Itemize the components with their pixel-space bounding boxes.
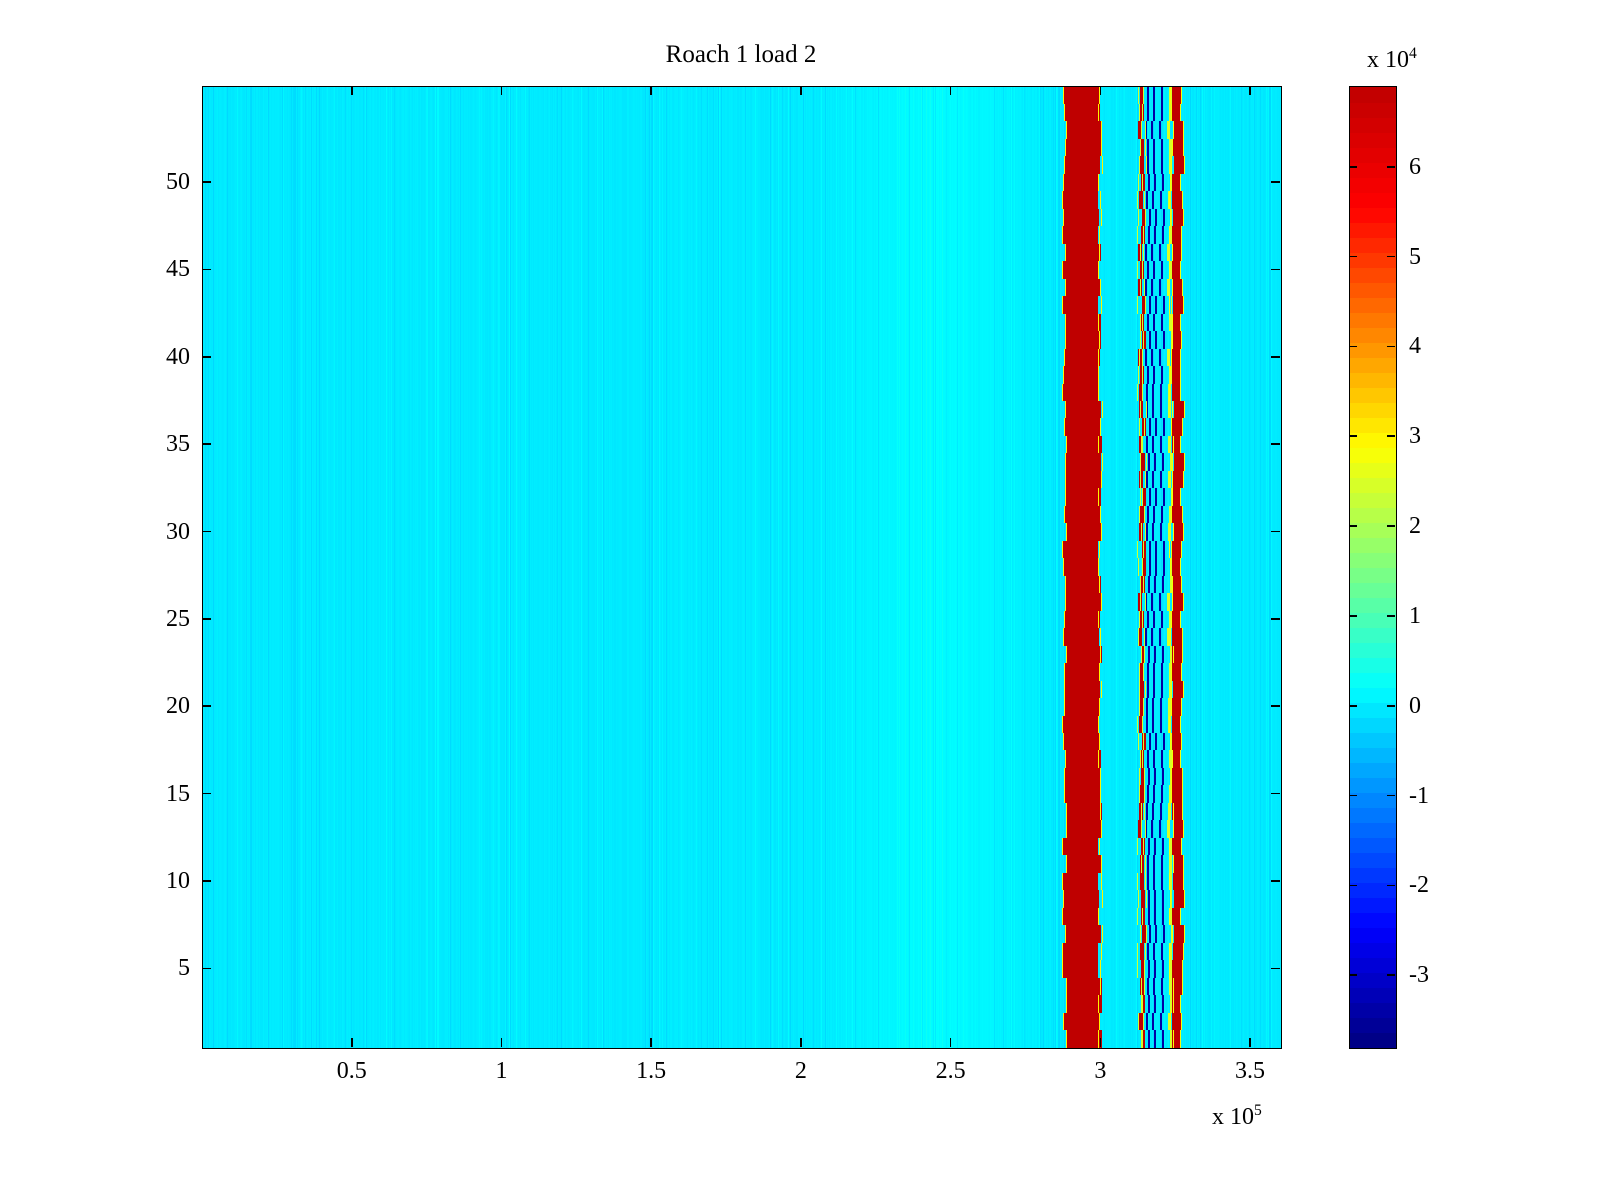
colorbar-tick-mark-right <box>1387 794 1395 797</box>
y-tick-mark <box>202 967 211 970</box>
y-tick-mark-right <box>1271 967 1280 970</box>
x-tick-mark-top <box>800 86 802 95</box>
colorbar-tick-label: 3 <box>1409 423 1421 450</box>
y-tick-mark-right <box>1271 181 1280 183</box>
colorbar-tick-mark <box>1349 794 1357 797</box>
colorbar-tick-label: -3 <box>1409 962 1429 989</box>
y-tick-label: 50 <box>166 169 190 196</box>
x-tick-mark-top <box>500 86 503 95</box>
colorbar-tick-label: 2 <box>1409 513 1421 540</box>
colorbar-tick-label: 0 <box>1409 692 1421 719</box>
y-tick-label: 45 <box>166 256 190 283</box>
x-tick-label: 2.5 <box>935 1058 966 1084</box>
x-tick-label: 2 <box>794 1058 807 1084</box>
y-tick-mark-right <box>1271 618 1280 620</box>
colorbar-tick-mark-right <box>1387 166 1395 168</box>
y-tick-mark-right <box>1271 443 1280 445</box>
colorbar-tick-label: -2 <box>1409 872 1429 899</box>
x-tick-mark <box>1099 1038 1102 1047</box>
y-tick-mark <box>202 880 211 882</box>
y-tick-label: 20 <box>166 693 190 720</box>
colorbar-tick-mark <box>1349 166 1357 168</box>
x-tick-label: 1 <box>495 1058 508 1084</box>
colorbar-exponent-label: x 104 <box>1367 45 1417 73</box>
colorbar-tick-label: 1 <box>1409 602 1421 629</box>
y-tick-mark-right <box>1271 705 1280 708</box>
x-tick-mark-top <box>949 86 952 95</box>
x-axis-exponent-label: x 105 <box>1212 1102 1262 1130</box>
colorbar-tick-mark-right <box>1387 704 1395 707</box>
colorbar-tick-mark-right <box>1387 435 1395 438</box>
x-tick-mark <box>1249 1038 1251 1047</box>
colorbar-tick-mark-right <box>1387 255 1395 258</box>
y-tick-mark <box>202 618 211 620</box>
heatmap-axes[interactable] <box>202 86 1282 1049</box>
y-tick-mark <box>202 705 211 708</box>
x-tick-mark-top <box>1249 86 1251 95</box>
colorbar-tick-mark <box>1349 615 1357 617</box>
colorbar-tick-mark <box>1349 974 1357 976</box>
heatmap-image <box>203 87 1281 1048</box>
colorbar-gradient <box>1350 87 1396 1048</box>
x-tick-label: 3.5 <box>1235 1058 1266 1084</box>
colorbar-tick-mark <box>1349 345 1357 348</box>
x-tick-label: 3 <box>1094 1058 1107 1084</box>
colorbar-tick-mark <box>1349 704 1357 707</box>
colorbar-tick-mark-right <box>1387 884 1395 887</box>
y-tick-label: 10 <box>166 868 190 894</box>
colorbar-tick-mark <box>1349 884 1357 887</box>
y-tick-mark <box>202 443 211 445</box>
colorbar-tick-mark-right <box>1387 345 1395 348</box>
colorbar-tick-mark-right <box>1387 974 1395 976</box>
y-tick-mark <box>202 792 211 795</box>
y-tick-mark <box>202 530 211 533</box>
x-tick-label: 1.5 <box>636 1058 667 1084</box>
y-tick-mark-right <box>1271 268 1280 271</box>
y-tick-mark-right <box>1271 792 1280 795</box>
y-tick-label: 15 <box>166 780 190 807</box>
colorbar-tick-label: 4 <box>1409 333 1421 360</box>
y-tick-mark <box>202 268 211 271</box>
colorbar[interactable] <box>1349 86 1397 1049</box>
colorbar-tick-mark <box>1349 525 1357 527</box>
y-tick-label: 30 <box>166 518 190 545</box>
x-tick-mark <box>949 1038 952 1047</box>
colorbar-tick-mark <box>1349 255 1357 258</box>
y-tick-mark-right <box>1271 880 1280 882</box>
y-tick-label: 35 <box>166 431 190 458</box>
y-tick-mark <box>202 356 211 358</box>
y-tick-label: 5 <box>178 955 190 982</box>
x-tick-mark <box>650 1038 652 1047</box>
x-tick-mark <box>800 1038 802 1047</box>
colorbar-tick-mark-right <box>1387 615 1395 617</box>
x-tick-mark-top <box>1099 86 1102 95</box>
colorbar-tick-label: 5 <box>1409 243 1421 270</box>
x-tick-label: 0.5 <box>336 1058 367 1084</box>
x-tick-mark <box>500 1038 503 1047</box>
colorbar-tick-label: -1 <box>1409 782 1429 809</box>
page-title: Roach 1 load 2 <box>665 41 817 68</box>
x-tick-mark <box>350 1038 353 1047</box>
y-tick-label: 25 <box>166 605 190 632</box>
colorbar-tick-label: 6 <box>1409 153 1421 180</box>
y-tick-label: 40 <box>166 343 190 370</box>
colorbar-tick-mark <box>1349 435 1357 438</box>
x-tick-mark-top <box>350 86 353 95</box>
y-tick-mark-right <box>1271 356 1280 358</box>
y-tick-mark-right <box>1271 530 1280 533</box>
y-tick-mark <box>202 181 211 183</box>
x-tick-mark-top <box>650 86 652 95</box>
colorbar-tick-mark-right <box>1387 525 1395 527</box>
